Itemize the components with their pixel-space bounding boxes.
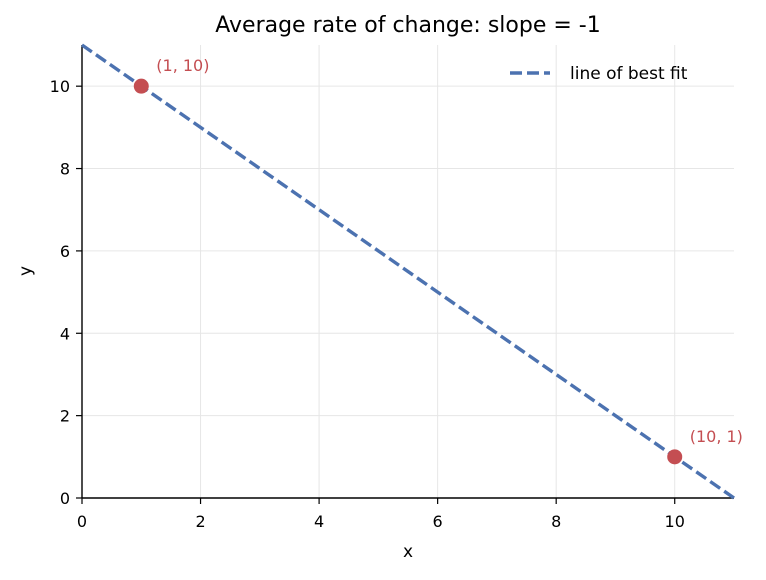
- data-point-label: (1, 10): [156, 56, 209, 75]
- point-annotations: (1, 10) (10, 1): [156, 56, 743, 446]
- data-point-label: (10, 1): [690, 427, 743, 446]
- y-tick-label: 2: [60, 407, 70, 426]
- legend-label-line-of-best-fit: line of best fit: [570, 64, 688, 84]
- x-tick-label: 6: [433, 512, 443, 531]
- y-tick-label: 0: [60, 489, 70, 508]
- x-axis-label: x: [403, 542, 413, 562]
- x-tick-label: 4: [314, 512, 324, 531]
- y-tick-label: 8: [60, 160, 70, 179]
- x-tick-label: 0: [77, 512, 87, 531]
- data-point: [667, 449, 683, 465]
- y-ticks: 0 2 4 6 8 10: [50, 77, 82, 508]
- series-line-of-best-fit: [81, 43, 735, 500]
- y-axis-label: y: [16, 266, 36, 276]
- axes: [81, 45, 734, 499]
- x-tick-label: 2: [195, 512, 205, 531]
- y-tick-label: 10: [50, 77, 70, 96]
- chart-title: Average rate of change: slope = -1: [215, 13, 600, 38]
- x-tick-label: 8: [551, 512, 561, 531]
- x-tick-label: 10: [665, 512, 685, 531]
- x-ticks: 0 2 4 6 8 10: [77, 498, 685, 531]
- data-point: [133, 78, 149, 94]
- y-tick-label: 4: [60, 324, 70, 343]
- series: [81, 43, 735, 500]
- grid: [82, 45, 734, 498]
- legend: line of best fit: [510, 64, 688, 84]
- y-tick-label: 6: [60, 242, 70, 261]
